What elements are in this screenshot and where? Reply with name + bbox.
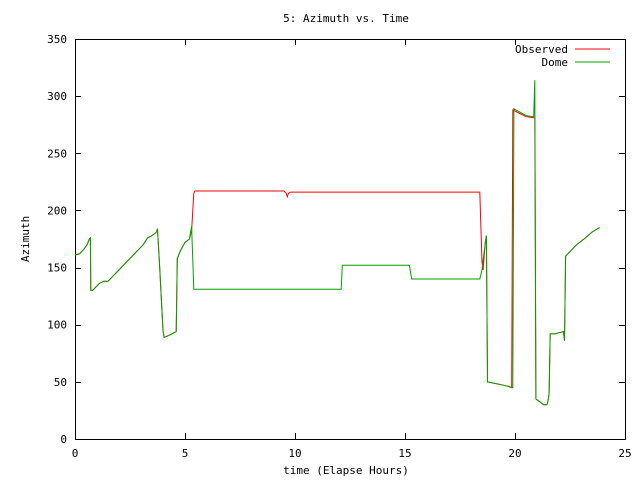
x-tick-label: 25: [618, 447, 631, 460]
legend-label: Dome: [542, 56, 569, 69]
plot-series: [74, 80, 600, 406]
x-tick-label: 0: [72, 447, 79, 460]
series-line-dome: [74, 80, 600, 406]
y-tick-label: 0: [60, 433, 67, 446]
x-tick-label: 5: [182, 447, 189, 460]
series-line-observed: [74, 109, 600, 406]
y-tick-label: 350: [47, 33, 67, 46]
legend-label: Observed: [515, 43, 568, 56]
chart-title: 5: Azimuth vs. Time: [283, 12, 409, 25]
x-tick-label: 20: [508, 447, 521, 460]
y-tick-label: 50: [54, 376, 67, 389]
plot-frame: [75, 39, 626, 440]
y-tick-label: 150: [47, 262, 67, 275]
y-tick-label: 300: [47, 90, 67, 103]
y-axis-label: Azimuth: [19, 216, 32, 262]
x-axis-label: time (Elapse Hours): [283, 464, 409, 477]
y-tick-label: 100: [47, 319, 67, 332]
y-tick-label: 250: [47, 147, 67, 160]
x-tick-label: 15: [398, 447, 411, 460]
x-tick-label: 10: [288, 447, 301, 460]
y-tick-label: 200: [47, 204, 67, 217]
